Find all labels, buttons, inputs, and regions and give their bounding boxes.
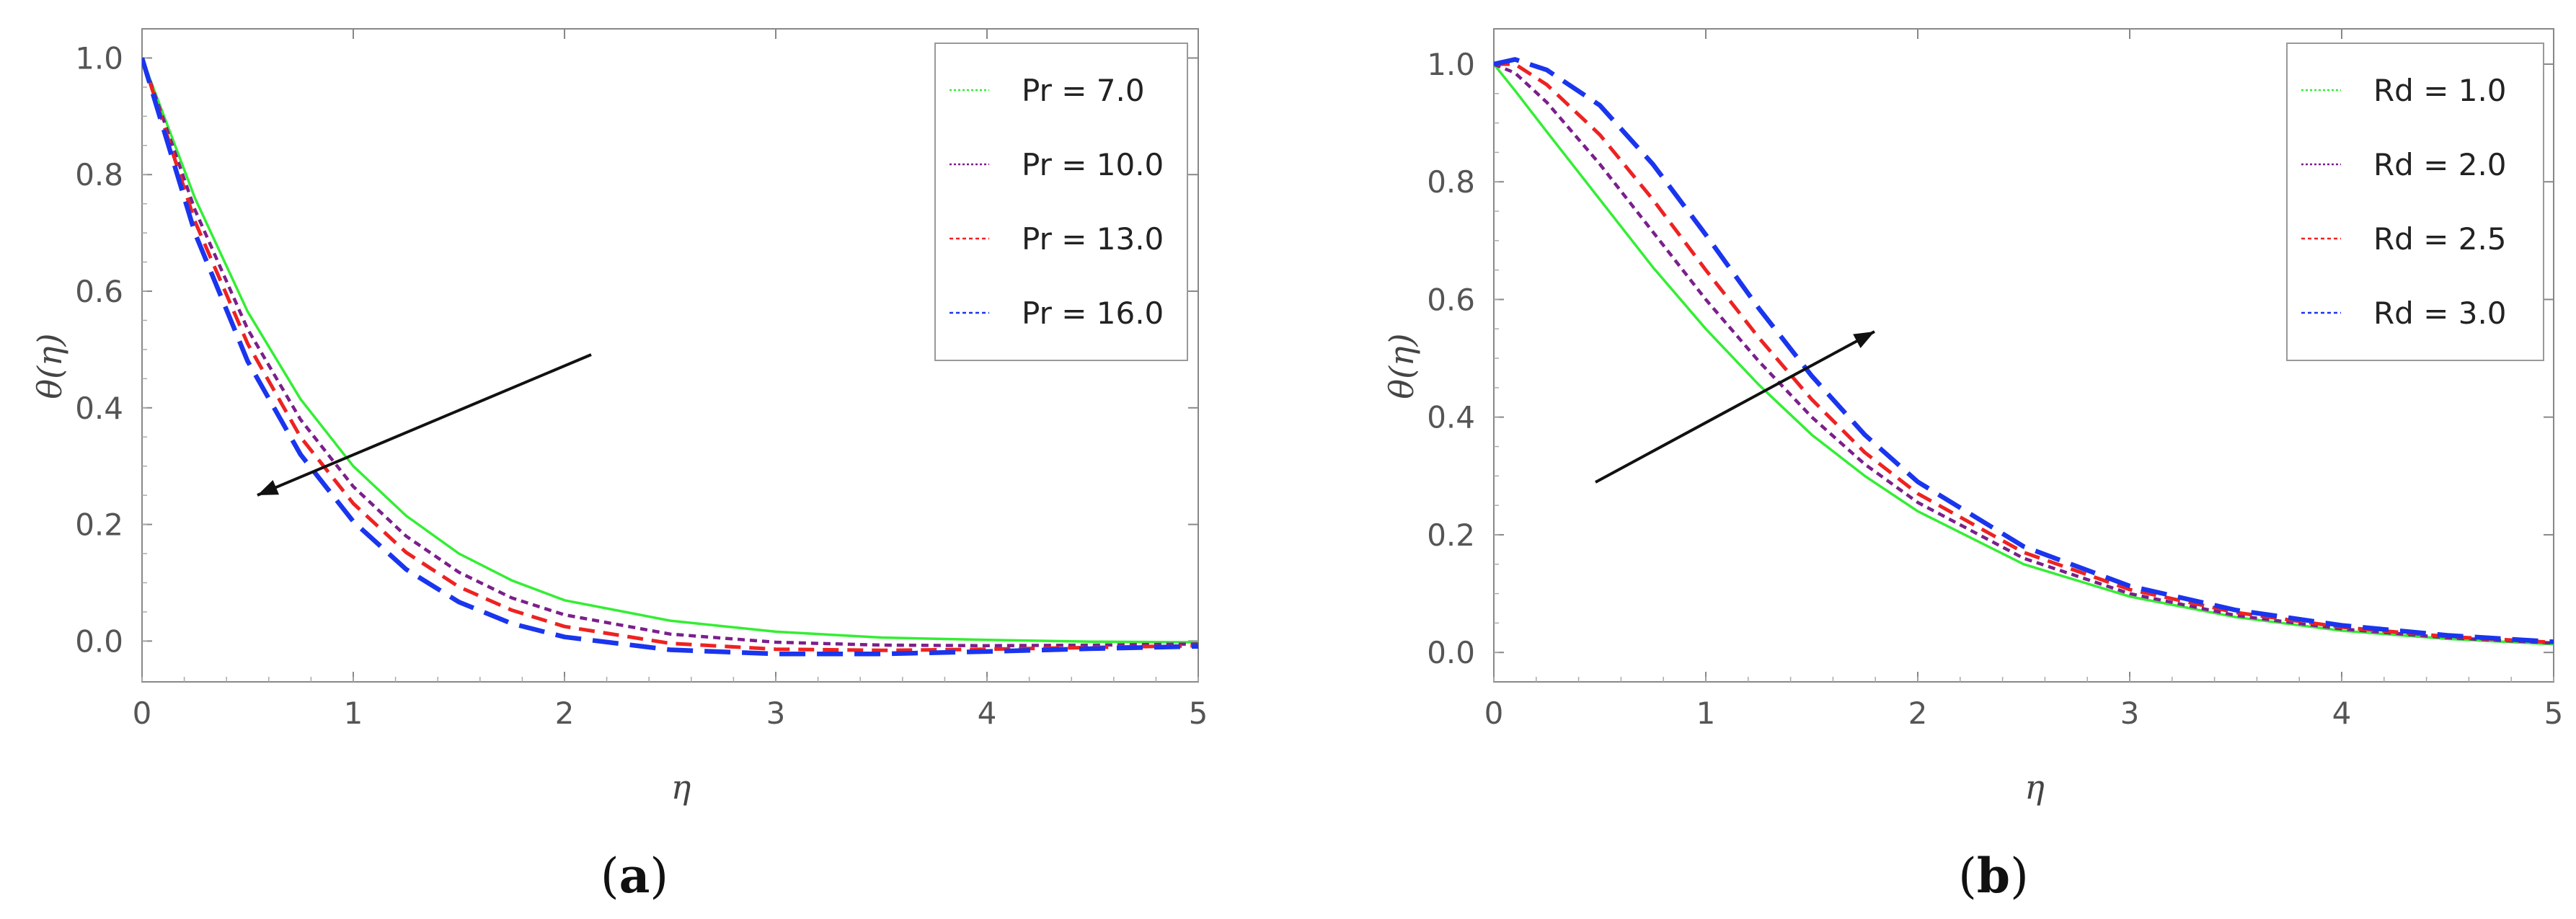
series-line-1 (142, 57, 1198, 648)
y-tick-label: 0.0 (75, 623, 123, 659)
chart-panel-a: 0 1 2 3 4 5 0.0 0.2 0.4 0.6 0.8 1.0 η θ(η) Pr = 7.0 Pr … (30, 28, 1208, 904)
series-line-2 (142, 57, 1198, 652)
x-tick-label: 0 (133, 696, 152, 731)
x-tick-label: 3 (766, 696, 786, 731)
y-tick-label: 0.8 (75, 157, 123, 192)
legend-label-1: Rd = 2.0 (2373, 147, 2507, 182)
x-tick-label: 4 (978, 696, 997, 731)
panel-label-letter: a (619, 848, 650, 904)
plot-frame (141, 28, 1199, 683)
x-tick-label: 3 (2120, 696, 2140, 731)
y-tick-label: 0.4 (75, 391, 123, 426)
legend-label-0: Pr = 7.0 (1022, 73, 1145, 108)
panel-label: (a) (601, 848, 668, 904)
series-line-0 (142, 57, 1198, 644)
legend-label-3: Pr = 16.0 (1022, 296, 1164, 331)
legend-box (934, 43, 1188, 361)
x-tick-label: 1 (344, 696, 363, 731)
y-tick-label: 0.2 (1427, 518, 1475, 553)
panel-label-open: ( (1958, 848, 1977, 904)
y-tick-label: 0.4 (1427, 400, 1475, 435)
trend-arrow-head (1853, 332, 1875, 348)
panel-label-close: ) (2010, 848, 2029, 904)
x-tick-label: 0 (1484, 696, 1504, 731)
y-axis-title: θ(η) (1382, 333, 1421, 399)
x-axis-title: η (671, 768, 691, 807)
y-tick-label: 1.0 (75, 40, 123, 76)
y-axis-title: θ(η) (30, 333, 69, 399)
y-tick-label: 0.6 (1427, 282, 1475, 317)
legend-label-2: Pr = 13.0 (1022, 221, 1164, 257)
series-line-1 (1494, 62, 2554, 645)
legend-label-1: Pr = 10.0 (1022, 147, 1164, 182)
trend-arrow-line (257, 353, 592, 497)
y-tick-label: 0.6 (75, 274, 123, 309)
legend-box (2286, 43, 2544, 361)
x-tick-label: 4 (2332, 696, 2352, 731)
y-tick-label: 0.8 (1427, 164, 1475, 200)
plot-frame (1493, 28, 2554, 683)
trend-arrow-head (257, 479, 280, 495)
y-tick-label: 0.0 (1427, 635, 1475, 670)
panel-label: (b) (1958, 848, 2029, 904)
chart-panel-b: 0 1 2 3 4 5 0.0 0.2 0.4 0.6 0.8 1.0 η θ(η) Rd = 1.0 Rd … (1382, 28, 2564, 904)
series-line-3 (1494, 57, 2554, 644)
x-axis-title: η (2024, 768, 2045, 807)
x-tick-label: 5 (1189, 696, 1208, 731)
x-tick-label: 5 (2544, 696, 2564, 731)
panel-label-open: ( (601, 848, 619, 904)
panel-label-close: ) (650, 848, 668, 904)
panel-label-letter: b (1977, 848, 2010, 904)
legend-label-3: Rd = 3.0 (2373, 296, 2507, 331)
x-tick-label: 2 (555, 696, 575, 731)
legend-label-0: Rd = 1.0 (2373, 73, 2507, 108)
series-line-3 (142, 57, 1198, 657)
x-tick-label: 2 (1908, 696, 1928, 731)
trend-arrow-line (1595, 330, 1875, 484)
legend-label-2: Rd = 2.5 (2373, 221, 2507, 257)
y-tick-label: 0.2 (75, 507, 123, 543)
series-line-0 (1494, 63, 2554, 646)
y-tick-label: 1.0 (1427, 47, 1475, 82)
x-tick-label: 1 (1696, 696, 1716, 731)
